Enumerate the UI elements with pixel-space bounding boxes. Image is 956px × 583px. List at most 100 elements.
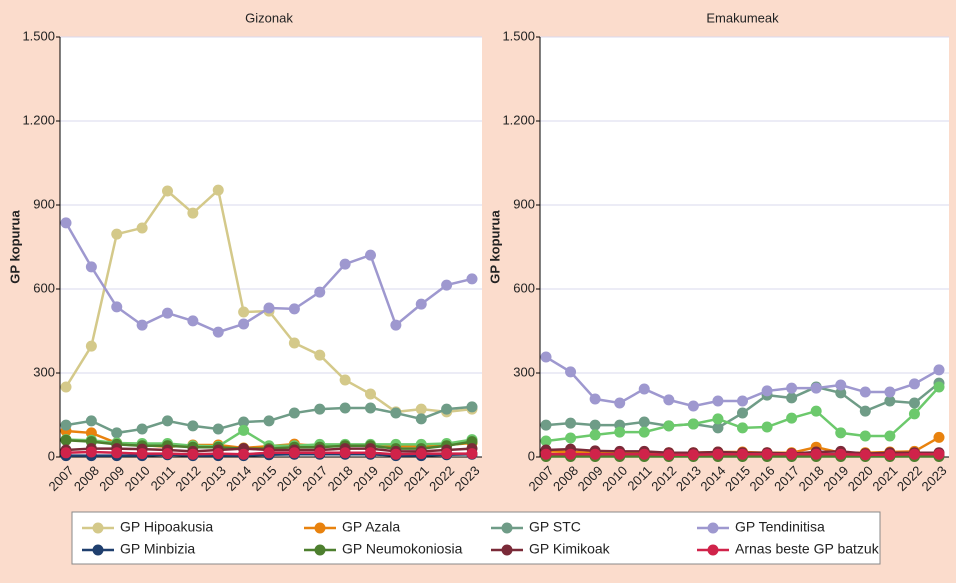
data-point (212, 326, 224, 338)
data-point (187, 420, 199, 432)
y-tick-label: 1.200 (22, 112, 55, 127)
legend-label: GP Tendinitisa (735, 519, 825, 535)
data-point (565, 366, 577, 378)
data-point (60, 381, 72, 393)
data-point (908, 408, 920, 420)
data-point (314, 286, 326, 298)
data-point (884, 395, 896, 407)
data-point (908, 448, 920, 460)
panel-title: Gizonak (245, 10, 293, 25)
data-point (589, 429, 601, 441)
legend-marker (707, 522, 719, 534)
y-tick-label: 1.200 (502, 112, 535, 127)
data-point (933, 381, 945, 393)
legend-marker (92, 522, 104, 534)
data-point (60, 419, 72, 431)
data-point (786, 382, 798, 394)
data-point (687, 400, 699, 412)
data-point (365, 402, 376, 414)
data-point (810, 382, 822, 394)
y-tick-label: 1.500 (502, 28, 535, 43)
data-point (565, 417, 577, 429)
data-point (136, 448, 148, 460)
data-point (663, 449, 675, 461)
data-point (162, 307, 173, 319)
data-point (339, 258, 351, 270)
data-point (288, 407, 300, 419)
data-point (339, 402, 351, 414)
y-axis-label: GP kopurua (487, 210, 502, 284)
data-point (288, 447, 300, 459)
data-point (614, 397, 626, 409)
data-point (737, 448, 748, 460)
data-point (187, 315, 199, 327)
data-point (884, 430, 896, 442)
y-axis-label: GP kopurua (7, 210, 22, 284)
data-point (737, 422, 748, 434)
data-point (687, 449, 699, 461)
data-point (365, 388, 376, 400)
data-point (835, 427, 847, 439)
data-point (415, 403, 427, 415)
data-point (390, 448, 402, 460)
data-point (859, 449, 871, 461)
y-tick-label: 300 (33, 364, 55, 379)
data-point (565, 432, 577, 444)
data-point (136, 423, 148, 435)
data-point (466, 273, 478, 285)
data-point (238, 448, 250, 460)
data-point (638, 383, 650, 395)
y-tick-label: 1.500 (22, 28, 55, 43)
data-point (908, 378, 920, 390)
y-tick-label: 300 (513, 364, 535, 379)
data-point (263, 302, 275, 314)
data-point (859, 386, 871, 398)
data-point (638, 426, 650, 438)
legend-marker (92, 544, 104, 556)
data-point (835, 387, 847, 399)
data-point (187, 207, 199, 219)
data-point (638, 448, 650, 460)
data-point (314, 349, 326, 361)
data-point (85, 261, 97, 273)
data-point (60, 217, 72, 229)
data-point (761, 421, 773, 433)
data-point (441, 403, 453, 415)
data-point (390, 319, 402, 331)
data-point (162, 185, 173, 197)
data-point (212, 448, 224, 460)
data-point (540, 351, 552, 363)
data-point (933, 364, 945, 376)
plot-area (540, 37, 949, 457)
data-point (589, 448, 601, 460)
data-point (365, 249, 376, 261)
legend-label: GP Kimikoak (529, 541, 611, 557)
legend-marker (314, 544, 326, 556)
data-point (908, 397, 920, 409)
legend-marker (501, 522, 513, 534)
data-point (288, 303, 300, 315)
y-tick-label: 600 (33, 280, 55, 295)
legend-label: GP Hipoakusia (120, 519, 213, 535)
data-point (238, 424, 250, 436)
data-point (712, 422, 724, 434)
data-point (263, 415, 275, 427)
data-point (390, 407, 402, 419)
data-point (60, 447, 72, 459)
data-point (339, 374, 351, 386)
data-point (339, 447, 351, 459)
data-point (810, 405, 822, 417)
y-tick-label: 600 (513, 280, 535, 295)
data-point (614, 426, 626, 438)
data-point (162, 415, 173, 427)
data-point (589, 419, 601, 431)
data-point (111, 228, 123, 240)
data-point (737, 407, 748, 419)
legend-label: GP Neumokoniosia (342, 541, 463, 557)
data-point (614, 448, 626, 460)
data-point (737, 395, 748, 407)
data-point (111, 447, 123, 459)
data-point (85, 340, 97, 352)
data-point (712, 448, 724, 460)
data-point (314, 403, 326, 415)
